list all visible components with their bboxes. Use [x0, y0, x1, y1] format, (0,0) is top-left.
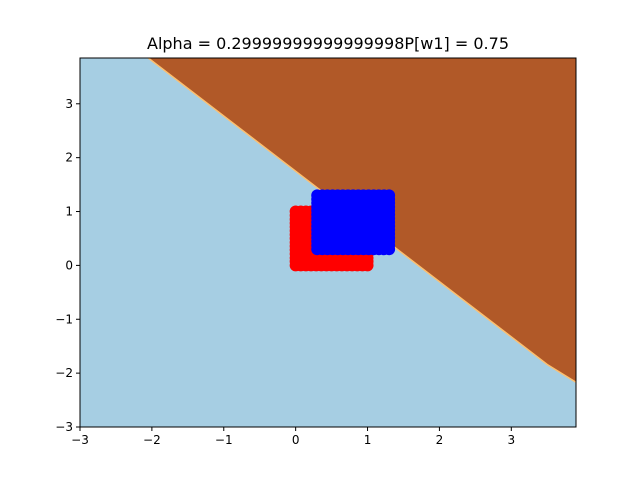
scatter-point: [383, 189, 396, 202]
x-tick-label: −2: [143, 433, 161, 447]
x-tick-label: −1: [215, 433, 233, 447]
y-tick-label: 1: [65, 205, 73, 219]
chart-title: Alpha = 0.29999999999999998P[w1] = 0.75: [147, 34, 509, 53]
y-tick-label: 2: [65, 151, 73, 165]
y-tick-label: −3: [55, 420, 73, 434]
x-tick-label: −3: [71, 433, 89, 447]
x-tick-label: 1: [364, 433, 372, 447]
x-tick-label: 3: [507, 433, 515, 447]
x-tick-label: 0: [292, 433, 300, 447]
y-tick-label: 0: [65, 258, 73, 272]
scatter-points: [289, 189, 396, 272]
y-axis: −3 −2 −1 0 1 2 3: [55, 97, 80, 434]
decision-boundary-line: [147, 58, 576, 383]
y-tick-label: 3: [65, 97, 73, 111]
x-tick-label: 2: [436, 433, 444, 447]
x-axis: −3 −2 −1 0 1 2 3: [71, 427, 515, 447]
y-tick-label: −1: [55, 312, 73, 326]
y-tick-label: −2: [55, 366, 73, 380]
series-class-1: [311, 189, 396, 256]
plot-frame: [79, 57, 577, 428]
